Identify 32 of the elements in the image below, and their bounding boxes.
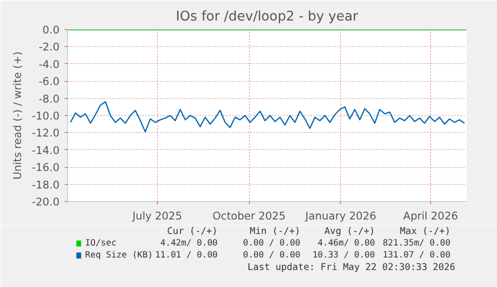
y-tick-label: -16.0 xyxy=(32,161,60,174)
y-axis-title: Units read (-) / write (+) xyxy=(10,52,24,180)
y-tick-label: -6.0 xyxy=(38,75,60,88)
legend-label: Req Size (KB) xyxy=(85,250,153,260)
text: 10.33 / 0.00 xyxy=(312,250,375,260)
x-tick-label: July 2025 xyxy=(131,210,182,222)
y-tick-label: -8.0 xyxy=(38,92,60,106)
y-tick-label: -14.0 xyxy=(32,144,60,157)
x-tick-label: January 2026 xyxy=(304,210,376,222)
text: 4.42m/ 0.00 xyxy=(160,238,218,248)
text: Cur (-/+) xyxy=(167,226,218,237)
y-tick-label: -4.0 xyxy=(38,58,60,71)
text: 131.07 / 0.00 xyxy=(382,250,450,260)
y-tick-label: -12.0 xyxy=(32,126,60,140)
text: Avg (-/+) xyxy=(324,226,375,237)
y-tick-label: -2.0 xyxy=(38,40,60,54)
text: 0.00 / 0.00 xyxy=(242,238,300,248)
y-tick-label: -10.0 xyxy=(32,110,60,122)
legend-label: IO/sec xyxy=(85,238,116,248)
x-tick-label: April 2026 xyxy=(403,210,458,222)
text: Min (-/+) xyxy=(250,226,300,237)
text: 0.00 / 0.00 xyxy=(242,250,300,260)
y-tick-label: 0.0 xyxy=(42,24,60,36)
text: 821.35m/ 0.00 xyxy=(382,238,450,248)
text: Max (-/+) xyxy=(400,226,450,237)
text: 4.46m/ 0.00 xyxy=(318,238,375,248)
y-tick-label: -18.0 xyxy=(32,178,60,192)
y-tick-label: -20.0 xyxy=(32,196,60,208)
text: Last update: Fri May 22 02:30:33 2026 xyxy=(247,262,456,273)
x-tick-label: October 2025 xyxy=(212,210,286,222)
text: 11.01 / 0.00 xyxy=(155,250,218,260)
chart-title: IOs for /dev/loop2 - by year xyxy=(176,10,359,24)
